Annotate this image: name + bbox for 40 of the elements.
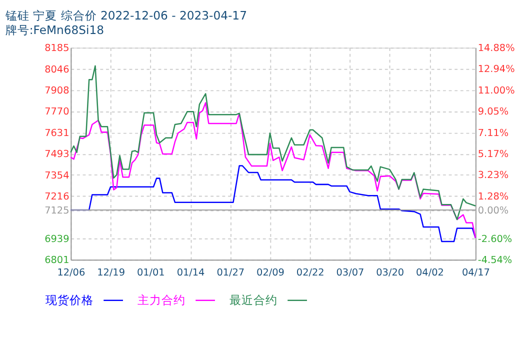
y-tick-label: 7125 — [44, 205, 70, 216]
y-tick-label: 7354 — [44, 170, 70, 182]
legend-label: 现货价格 — [46, 293, 94, 308]
y2-tick-label: 1.28% — [478, 192, 509, 203]
y2-tick-label: 12.94% — [478, 64, 515, 76]
y2-tick-label: 7.11% — [478, 128, 509, 139]
y-tick-label: 7216 — [44, 191, 70, 202]
y2-tick-label: -4.54% — [478, 255, 512, 266]
x-tick-label: 01/01 — [136, 268, 165, 279]
y2-tick-label: 0.00% — [478, 205, 509, 216]
x-tick-label: 12/06 — [57, 268, 86, 279]
x-tick-label: 03/07 — [336, 268, 364, 279]
x-tick-label: 03/20 — [376, 268, 404, 279]
y-tick-label: 8046 — [44, 64, 70, 76]
y-tick-label: 6801 — [44, 255, 70, 266]
y-tick-label: 7631 — [44, 128, 70, 139]
y2-tick-label: 5.17% — [478, 149, 509, 160]
y2-tick-label: 11.00% — [478, 85, 515, 96]
x-tick-label: 01/27 — [216, 268, 245, 279]
x-tick-label: 01/14 — [176, 268, 205, 279]
chart-subtitle: 牌号:FeMn68Si18 — [5, 23, 104, 38]
y2-tick-label: -2.60% — [478, 234, 512, 245]
y2-tick-label: 9.05% — [478, 106, 509, 118]
x-tick-label: 04/17 — [462, 268, 490, 279]
y-tick-label: 7770 — [44, 106, 70, 118]
x-tick-label: 04/02 — [416, 268, 444, 279]
y-tick-label: 8185 — [44, 43, 70, 54]
y-tick-label: 6939 — [44, 234, 70, 245]
y2-tick-label: 3.23% — [478, 170, 509, 182]
chart-title: 锰硅 宁夏 综合价 2022-12-06 - 2023-04-17 — [4, 8, 247, 23]
y-tick-label: 7908 — [44, 85, 70, 96]
x-tick-label: 02/09 — [256, 268, 284, 279]
x-tick-label: 12/19 — [97, 268, 125, 279]
line-series — [70, 102, 476, 239]
y2-tick-label: 14.88% — [478, 43, 515, 54]
legend-label: 最近合约 — [229, 293, 278, 308]
x-tick-label: 02/22 — [296, 268, 324, 279]
y-tick-label: 7493 — [44, 149, 70, 160]
line-series — [70, 65, 476, 220]
legend-label: 主力合约 — [138, 293, 186, 308]
